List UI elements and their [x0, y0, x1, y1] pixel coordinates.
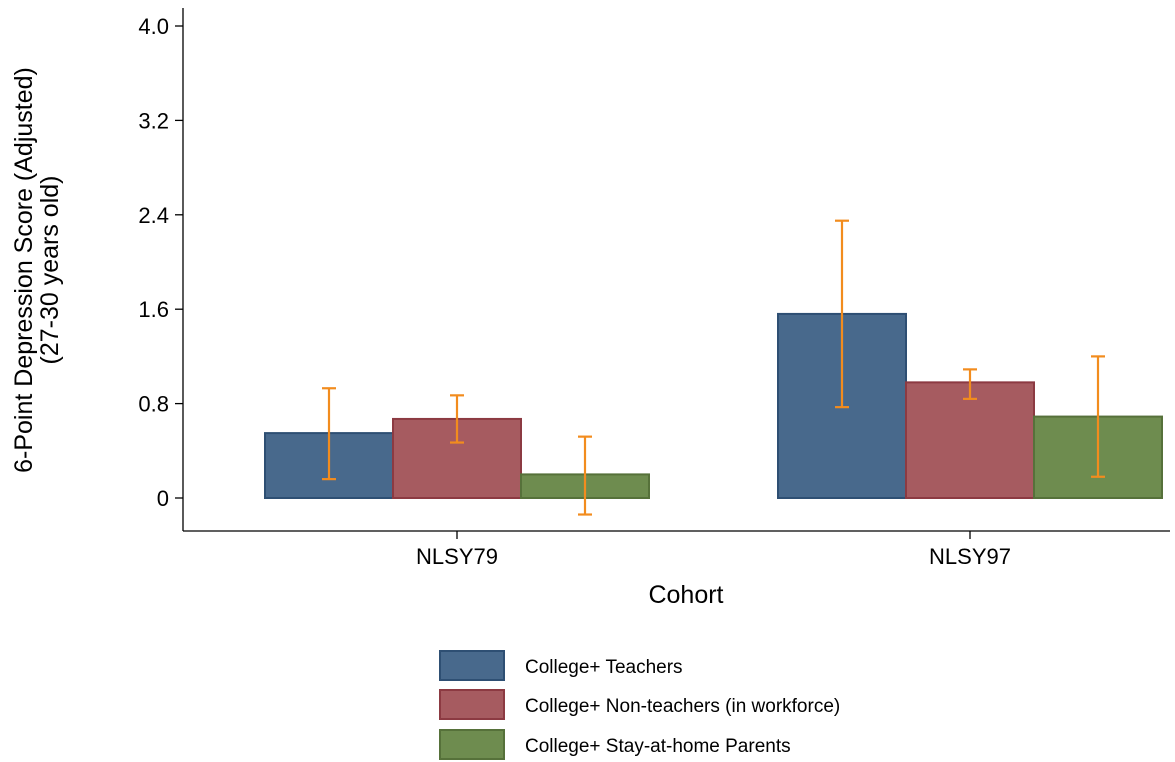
y-tick-label: 3.2 [138, 108, 169, 133]
y-axis-title-line2: (27-30 years old) [36, 176, 64, 365]
legend-label: College+ Non-teachers (in workforce) [525, 696, 840, 717]
error-bar [963, 368, 977, 400]
plot-area: 0 0.8 1.6 2.4 3.2 4.0 NLSY79 NLSY97 [138, 8, 1170, 569]
y-tick-label: 4.0 [138, 14, 169, 39]
x-tick-label: NLSY79 [416, 544, 498, 569]
legend: College+ Teachers College+ Non-teachers (… [439, 650, 840, 760]
error-bar [450, 394, 464, 444]
y-tick-label: 0 [157, 486, 169, 511]
legend-swatch [439, 729, 505, 760]
y-axis-title: 6-Point Depression Score (Adjusted) (27-… [10, 67, 64, 473]
legend-label: College+ Teachers [525, 657, 683, 678]
legend-label: College+ Stay-at-home Parents [525, 736, 791, 757]
error-bar [578, 435, 592, 516]
bar-nlsy97-series-2 [905, 381, 1035, 499]
y-tick-label: 0.8 [138, 392, 169, 417]
error-bar [835, 219, 849, 409]
y-axis-title-line1: 6-Point Depression Score (Adjusted) [10, 67, 38, 473]
error-bar [1091, 355, 1105, 478]
legend-swatch [439, 689, 505, 720]
bar-nlsy79-series-2 [392, 417, 522, 499]
x-tick-label: NLSY97 [929, 544, 1011, 569]
error-bar [322, 387, 336, 481]
y-tick-label: 1.6 [138, 297, 169, 322]
legend-swatch [439, 650, 505, 681]
x-axis-title: Cohort [648, 581, 723, 609]
y-tick-label: 2.4 [138, 203, 169, 228]
